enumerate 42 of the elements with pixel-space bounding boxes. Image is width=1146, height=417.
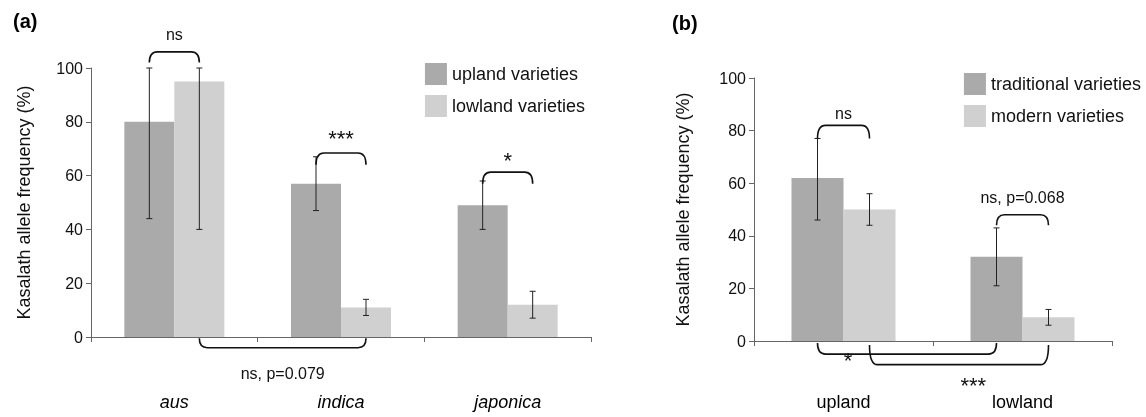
y-tick-label: 100 <box>56 59 84 77</box>
annotation: * <box>503 147 513 173</box>
y-tick-label: 40 <box>728 227 747 245</box>
y-axis-title: Kasalath allele frequency (%) <box>673 92 693 327</box>
annotation: ns <box>835 105 852 123</box>
text: ns, p=0.079 <box>240 364 325 382</box>
x-tick-label: indica <box>317 392 365 412</box>
y-tick-label: 100 <box>719 69 747 87</box>
bar <box>174 81 225 337</box>
bar <box>791 177 844 341</box>
y-tick-label: 40 <box>65 220 84 238</box>
annotation: ns, p=0.068 <box>980 189 1065 207</box>
bar <box>843 209 896 341</box>
x-tick-label: japonica <box>471 392 542 412</box>
bar <box>291 183 341 337</box>
legend-label: traditional varieties <box>990 74 1141 94</box>
chart-title: (b) <box>672 12 698 34</box>
bar <box>457 205 508 337</box>
y-tick-label: 60 <box>728 174 747 192</box>
text: *** <box>960 372 987 398</box>
x-tick-label: upland <box>816 392 871 412</box>
y-tick-label: 80 <box>728 122 747 140</box>
bar <box>1022 317 1075 341</box>
x-tick-label: aus <box>159 392 189 412</box>
y-tick-label: 80 <box>65 113 84 131</box>
x-tick-label: lowland <box>991 392 1054 412</box>
y-tick-label: 20 <box>65 274 84 292</box>
legend-label: lowland varieties <box>451 96 586 116</box>
y-tick-label: 0 <box>74 328 84 346</box>
y-tick-label: 0 <box>737 332 747 350</box>
y-tick-label: 20 <box>728 279 747 297</box>
y-tick-label: 60 <box>65 167 84 185</box>
bar <box>507 304 558 337</box>
annotation: *** <box>328 126 355 152</box>
legend-label: modern varieties <box>990 106 1124 126</box>
y-axis-title: Kasalath allele frequency (%) <box>14 85 34 320</box>
bar <box>970 256 1023 341</box>
chart-title: (a) <box>13 10 38 32</box>
legend-label: upland varieties <box>451 64 579 84</box>
bar <box>341 307 391 337</box>
bar <box>124 121 175 337</box>
text: ns <box>165 25 183 43</box>
